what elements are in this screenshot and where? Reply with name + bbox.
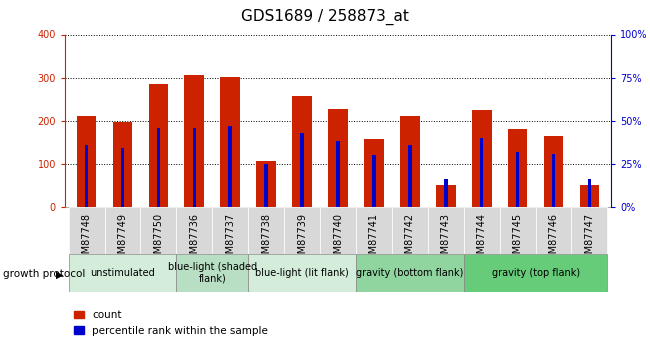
Bar xyxy=(571,207,607,254)
Bar xyxy=(248,254,356,292)
Bar xyxy=(220,77,240,207)
Text: blue-light (shaded
flank): blue-light (shaded flank) xyxy=(168,262,257,283)
Bar xyxy=(436,185,456,207)
Bar xyxy=(516,152,519,207)
Bar xyxy=(500,207,536,254)
Bar xyxy=(472,110,491,207)
Text: GSM87741: GSM87741 xyxy=(369,213,379,266)
Text: GSM87748: GSM87748 xyxy=(81,213,92,266)
Bar xyxy=(112,122,133,207)
Bar xyxy=(77,117,96,207)
Bar xyxy=(185,76,204,207)
Bar xyxy=(157,128,160,207)
Bar xyxy=(356,254,463,292)
Bar xyxy=(480,138,484,207)
Text: GSM87744: GSM87744 xyxy=(476,213,487,266)
Text: ▶: ▶ xyxy=(56,269,64,279)
Bar xyxy=(392,207,428,254)
Text: GDS1689 / 258873_at: GDS1689 / 258873_at xyxy=(241,9,409,25)
Bar xyxy=(408,145,411,207)
Bar xyxy=(121,148,124,207)
Text: GSM87736: GSM87736 xyxy=(189,213,200,266)
Bar xyxy=(588,179,592,207)
Bar xyxy=(356,207,392,254)
Bar xyxy=(552,154,555,207)
Text: GSM87737: GSM87737 xyxy=(226,213,235,266)
Bar xyxy=(364,139,384,207)
Text: growth protocol: growth protocol xyxy=(3,269,86,279)
Bar xyxy=(192,128,196,207)
Bar xyxy=(176,254,248,292)
Bar xyxy=(105,207,140,254)
Bar xyxy=(300,133,304,207)
Bar xyxy=(336,141,340,207)
Text: GSM87750: GSM87750 xyxy=(153,213,163,266)
Bar xyxy=(213,207,248,254)
Text: gravity (bottom flank): gravity (bottom flank) xyxy=(356,268,463,277)
Bar xyxy=(248,207,284,254)
Text: GSM87743: GSM87743 xyxy=(441,213,450,266)
Bar xyxy=(580,185,599,207)
Bar xyxy=(320,207,356,254)
Legend: count, percentile rank within the sample: count, percentile rank within the sample xyxy=(70,306,272,340)
Text: blue-light (lit flank): blue-light (lit flank) xyxy=(255,268,349,277)
Bar xyxy=(148,84,168,207)
Bar xyxy=(428,207,463,254)
Text: GSM87747: GSM87747 xyxy=(584,213,595,266)
Bar xyxy=(463,207,500,254)
Bar xyxy=(69,254,176,292)
Bar xyxy=(69,207,105,254)
Bar xyxy=(372,155,376,207)
Bar xyxy=(292,96,312,207)
Bar xyxy=(284,207,320,254)
Bar xyxy=(463,254,607,292)
Bar xyxy=(536,207,571,254)
Bar xyxy=(176,207,213,254)
Bar xyxy=(256,161,276,207)
Bar xyxy=(84,145,88,207)
Text: gravity (top flank): gravity (top flank) xyxy=(491,268,580,277)
Text: unstimulated: unstimulated xyxy=(90,268,155,277)
Bar xyxy=(508,128,528,207)
Bar xyxy=(328,109,348,207)
Bar xyxy=(444,179,448,207)
Bar xyxy=(400,117,420,207)
Bar xyxy=(140,207,176,254)
Bar xyxy=(228,126,232,207)
Text: GSM87746: GSM87746 xyxy=(549,213,558,266)
Text: GSM87742: GSM87742 xyxy=(405,213,415,266)
Text: GSM87738: GSM87738 xyxy=(261,213,271,266)
Bar xyxy=(543,136,564,207)
Text: GSM87740: GSM87740 xyxy=(333,213,343,266)
Bar xyxy=(265,164,268,207)
Text: GSM87749: GSM87749 xyxy=(118,213,127,266)
Text: GSM87739: GSM87739 xyxy=(297,213,307,266)
Text: GSM87745: GSM87745 xyxy=(513,213,523,266)
